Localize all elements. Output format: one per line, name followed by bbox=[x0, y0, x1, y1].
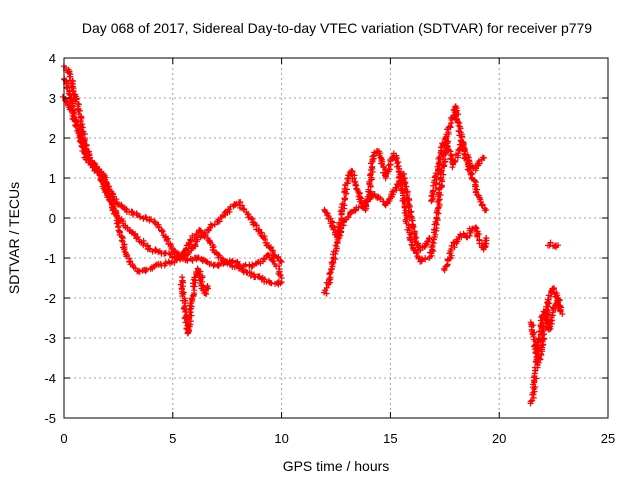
x-tick-label: 15 bbox=[383, 431, 397, 446]
series-track-k bbox=[527, 285, 565, 366]
y-tick-label: 1 bbox=[49, 171, 56, 186]
data-points bbox=[59, 63, 566, 407]
x-axis-title: GPS time / hours bbox=[283, 458, 390, 474]
y-tick-label: -3 bbox=[44, 331, 56, 346]
chart-title: Day 068 of 2017, Sidereal Day-to-day VTE… bbox=[82, 20, 592, 36]
series-track-i bbox=[440, 224, 490, 274]
x-tick-label: 20 bbox=[492, 431, 506, 446]
series-track-h bbox=[428, 135, 487, 205]
x-tick-label: 25 bbox=[601, 431, 615, 446]
y-tick-label: 3 bbox=[49, 91, 56, 106]
y-tick-label: 2 bbox=[49, 131, 56, 146]
y-tick-labels: -5 -4 -3 -2 -1 0 1 2 3 4 bbox=[44, 51, 56, 426]
y-tick-label: -4 bbox=[44, 371, 56, 386]
y-tick-label: -2 bbox=[44, 291, 56, 306]
x-tick-label: 0 bbox=[60, 431, 67, 446]
series-track-c bbox=[59, 94, 285, 281]
x-tick-label: 10 bbox=[274, 431, 288, 446]
series-track-d bbox=[177, 265, 211, 337]
y-tick-label: -5 bbox=[44, 411, 56, 426]
y-axis-title: SDTVAR / TECUs bbox=[6, 182, 22, 294]
y-tick-label: 0 bbox=[49, 211, 56, 226]
series-track-f bbox=[321, 170, 433, 254]
plot-frame bbox=[63, 57, 609, 419]
x-tick-label: 5 bbox=[169, 431, 176, 446]
grid-lines bbox=[64, 58, 608, 418]
axis-ticks bbox=[63, 57, 609, 419]
x-tick-labels: 0 5 10 15 20 25 bbox=[60, 431, 615, 446]
y-tick-label: 4 bbox=[49, 51, 56, 66]
series-track-l bbox=[545, 239, 561, 251]
y-tick-label: -1 bbox=[44, 251, 56, 266]
